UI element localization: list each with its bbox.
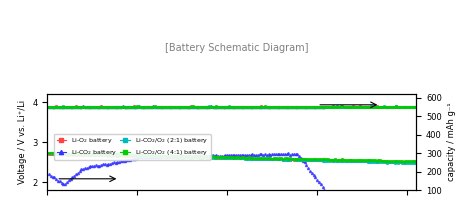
Y-axis label: capacity / mAh g⁻¹: capacity / mAh g⁻¹ [447, 103, 456, 181]
Legend: Li-O$_2$ battery, Li-CO$_2$ battery, Li-CO$_2$/O$_2$ (2:1) battery, Li-CO$_2$/O$: Li-O$_2$ battery, Li-CO$_2$ battery, Li-… [54, 134, 210, 160]
Text: [Battery Schematic Diagram]: [Battery Schematic Diagram] [165, 43, 308, 53]
Y-axis label: Voltage / V vs. Li⁺/Li: Voltage / V vs. Li⁺/Li [18, 100, 26, 184]
